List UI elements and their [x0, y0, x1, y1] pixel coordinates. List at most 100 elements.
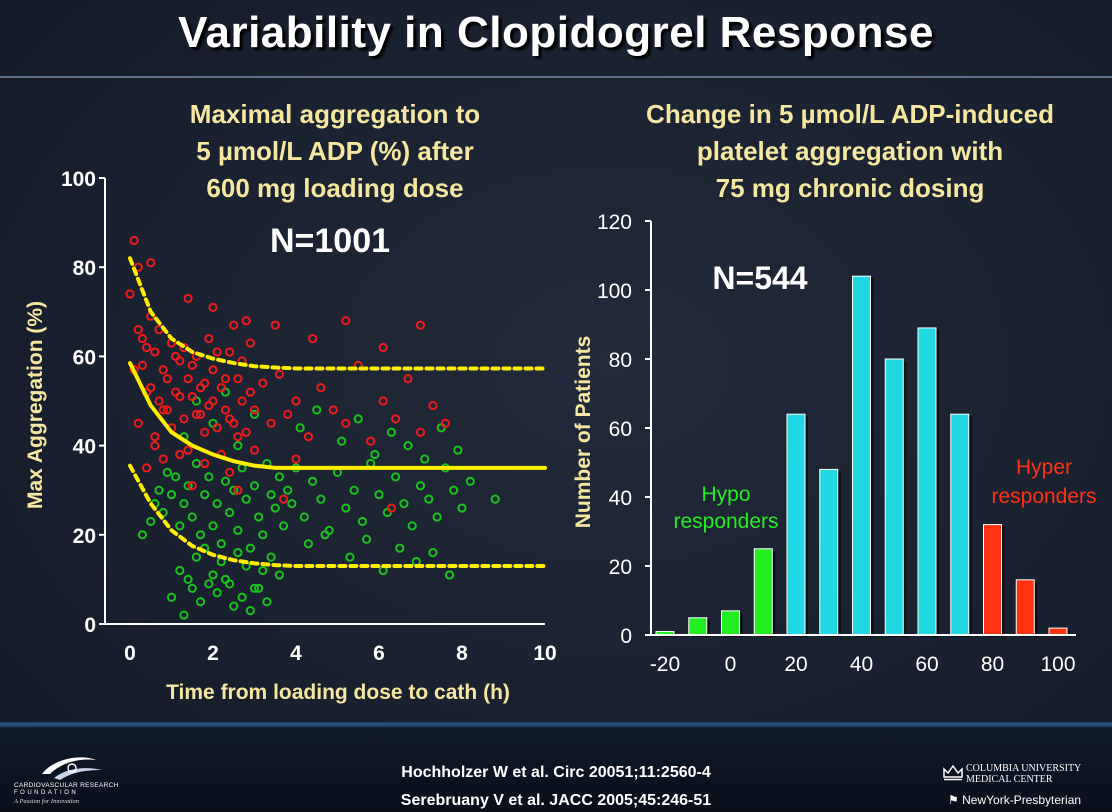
footer-bar — [0, 722, 1112, 812]
scatter-point-low — [399, 498, 409, 509]
scatter-y-tick-label: 40 — [73, 436, 96, 459]
bar-y-tick-label: 100 — [597, 280, 632, 303]
scatter-point-high — [183, 445, 193, 455]
nyp-flag-icon: ⚑ — [948, 793, 959, 807]
bar-x-tick-label: 100 — [1040, 653, 1075, 676]
bar-y-tick-label: 60 — [609, 418, 632, 441]
scatter-point-low — [166, 490, 177, 500]
scatter-point-low — [254, 512, 264, 522]
scatter-point-high — [195, 383, 206, 393]
scatter-point-high — [249, 445, 260, 455]
bar-y-tick-label: 0 — [620, 625, 632, 648]
scatter-point-low — [175, 521, 185, 531]
scatter-point-low — [187, 583, 197, 593]
scatter-point-high — [237, 396, 247, 406]
bar-y-ticks: 0 20 40 60 80 100 120 — [597, 211, 651, 648]
scatter-point-low — [295, 423, 305, 433]
scatter-point-low — [283, 485, 293, 495]
title-divider — [0, 76, 1112, 78]
left-title-line-3: 600 mg loading dose — [206, 173, 464, 203]
scatter-point-low — [308, 476, 318, 486]
scatter-point-low — [490, 494, 500, 504]
scatter-point-low — [233, 548, 243, 558]
histogram-bar-hyper — [1048, 627, 1068, 636]
scatter-point-low — [395, 543, 405, 553]
scatter-point-high — [150, 347, 160, 357]
scatter-point-high — [378, 342, 388, 353]
scatter-n-label: N=1001 — [270, 222, 390, 260]
scatter-point-low — [154, 485, 164, 495]
scatter-points — [125, 235, 500, 620]
scatter-point-low — [195, 597, 206, 607]
scatter-point-low — [465, 476, 475, 486]
right-title-line-2: platelet aggregation with — [696, 136, 1004, 166]
scatter-y-tick-label: 80 — [73, 257, 96, 280]
scatter-point-high — [229, 320, 239, 330]
scatter-point-low — [407, 521, 417, 531]
scatter-point-low — [183, 574, 193, 585]
bar-y-tick-label: 120 — [597, 211, 632, 234]
scatter-point-low — [357, 516, 367, 527]
scatter-point-high — [137, 360, 148, 370]
citation-2: Serebruany V et al. JACC 2005;45:246-51 — [400, 792, 712, 809]
scatter-point-low — [233, 441, 243, 451]
scatter-point-low — [457, 503, 467, 513]
histogram-bar-hyper — [1015, 579, 1035, 636]
scatter-point-high — [353, 360, 363, 370]
scatter-point-high — [200, 427, 210, 437]
scatter-point-low — [449, 485, 459, 495]
citation-1: Hochholzer W et al. Circ 20051;11:2560-4 — [401, 764, 711, 781]
scatter-point-low — [171, 472, 181, 482]
bar-y-tick-label: 80 — [609, 349, 632, 372]
scatter-point-high — [241, 427, 251, 437]
scatter-point-high — [220, 374, 231, 384]
scatter-point-high — [175, 391, 185, 402]
scatter-x-axis-label: Time from loading dose to cath (h) — [166, 681, 510, 704]
scatter-point-high — [378, 396, 388, 406]
scatter-point-high — [195, 409, 206, 419]
scatter-point-high — [440, 418, 450, 428]
bar-x-tick-label: 40 — [850, 653, 873, 676]
scatter-point-low — [212, 588, 222, 598]
scatter-point-high — [150, 441, 160, 451]
scatter-point-high — [179, 414, 189, 424]
scatter-x-tick-label: 2 — [207, 642, 219, 665]
scatter-point-high — [162, 374, 172, 384]
scatter-point-high — [241, 316, 251, 326]
scatter-point-low — [229, 601, 239, 611]
bar-chart: 0 20 40 60 80 100 120 -20 0 20 40 60 80 100 N=544 Nu… — [572, 211, 1097, 676]
scatter-point-low — [208, 570, 218, 580]
scatter-point-low — [303, 539, 314, 549]
scatter-point-high — [158, 405, 168, 415]
scatter-point-low — [316, 494, 326, 504]
scatter-point-high — [171, 351, 181, 361]
scatter-point-high — [308, 333, 318, 344]
scatter-point-high — [133, 418, 143, 428]
scatter-point-high — [366, 436, 376, 446]
crf-tagline: A Passion for Innovation — [14, 798, 80, 805]
scatter-point-high — [208, 302, 218, 312]
scatter-point-high — [283, 409, 293, 419]
bar-y-tick-label: 40 — [609, 487, 632, 510]
scatter-point-low — [345, 552, 355, 562]
scatter-point-high — [175, 449, 185, 460]
scatter-point-low — [204, 579, 214, 589]
scatter-point-high — [303, 432, 314, 442]
scatter-point-low — [337, 436, 347, 446]
histogram-bar-hypo — [721, 610, 740, 636]
scatter-fit-lines — [128, 256, 547, 569]
scatter-point-high — [233, 374, 243, 384]
scatter-point-low — [424, 494, 434, 504]
histogram-bar-mid — [786, 413, 806, 636]
scatter-point-high — [204, 333, 214, 344]
scatter-point-low — [266, 552, 276, 562]
scatter-y-tick-label: 60 — [73, 346, 96, 369]
scatter-point-high — [200, 458, 210, 469]
scatter-point-high — [187, 360, 197, 370]
crown-icon — [943, 764, 963, 781]
left-chart-title: Maximal aggregation to 5 µmol/L ADP (%) … — [110, 96, 560, 207]
scatter-point-low — [249, 409, 260, 419]
scatter-point-high — [316, 383, 326, 393]
scatter-point-high — [266, 418, 276, 428]
scatter-point-low — [208, 521, 218, 531]
